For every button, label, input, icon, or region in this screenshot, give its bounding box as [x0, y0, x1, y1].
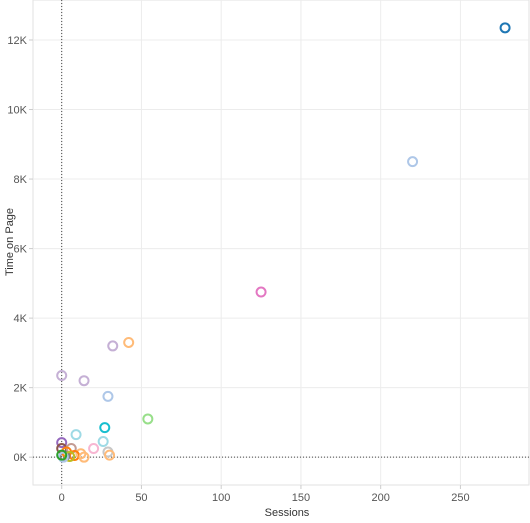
data-point[interactable] [57, 451, 69, 463]
x-axis-ticks: 0 50 100 150 200 250 [59, 485, 470, 504]
y-tick-label: 10K [7, 105, 27, 117]
x-tick-label: 200 [371, 492, 389, 504]
data-point[interactable] [99, 422, 111, 434]
data-point[interactable] [255, 286, 267, 298]
y-tick-label: 8K [14, 174, 28, 186]
data-point[interactable] [123, 336, 135, 348]
y-axis-ticks: 0K 2K 4K 6K 8K 10K 12K [7, 35, 33, 464]
x-tick-label: 250 [451, 492, 469, 504]
data-point[interactable] [88, 442, 100, 454]
x-tick-label: 100 [212, 492, 230, 504]
data-point[interactable] [142, 413, 154, 425]
data-point[interactable] [97, 436, 109, 448]
data-point[interactable] [70, 429, 82, 441]
x-tick-label: 50 [135, 492, 147, 504]
x-tick-label: 150 [292, 492, 310, 504]
x-axis-title: Sessions [265, 507, 310, 519]
points-layer [56, 22, 511, 463]
data-point[interactable] [102, 390, 114, 402]
y-tick-label: 0K [14, 452, 28, 464]
data-point[interactable] [104, 449, 116, 461]
y-tick-label: 4K [14, 313, 28, 325]
data-point[interactable] [56, 369, 68, 381]
y-tick-label: 12K [7, 35, 27, 47]
data-point[interactable] [407, 156, 419, 168]
y-axis-title: Time on Page [4, 208, 16, 276]
data-point[interactable] [499, 22, 511, 34]
data-point[interactable] [78, 451, 90, 463]
data-point[interactable] [107, 340, 119, 352]
grid-layer [33, 0, 529, 485]
x-tick-label: 0 [59, 492, 65, 504]
data-point[interactable] [56, 437, 68, 449]
data-point[interactable] [78, 375, 90, 387]
data-point[interactable] [56, 449, 68, 461]
y-tick-label: 6K [14, 244, 28, 256]
plot-area [32, 0, 530, 486]
y-tick-label: 2K [14, 383, 28, 395]
